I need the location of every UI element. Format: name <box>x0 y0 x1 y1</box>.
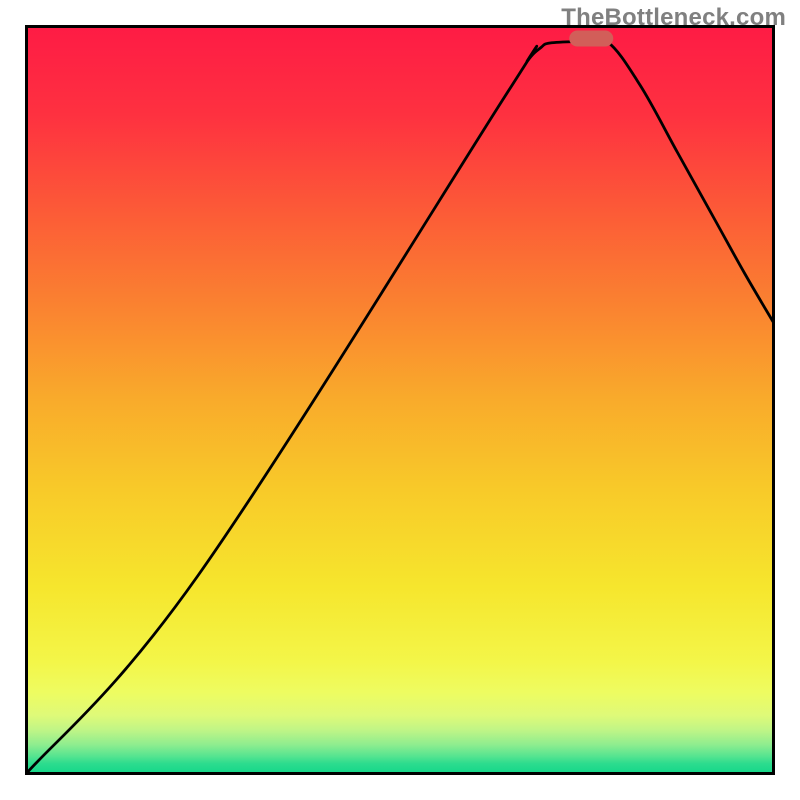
valley-marker <box>569 31 613 47</box>
plot-svg <box>25 25 775 775</box>
plot-area <box>25 25 775 775</box>
chart-container: TheBottleneck.com <box>0 0 800 800</box>
watermark-text: TheBottleneck.com <box>561 4 786 32</box>
gradient-background <box>25 25 775 775</box>
